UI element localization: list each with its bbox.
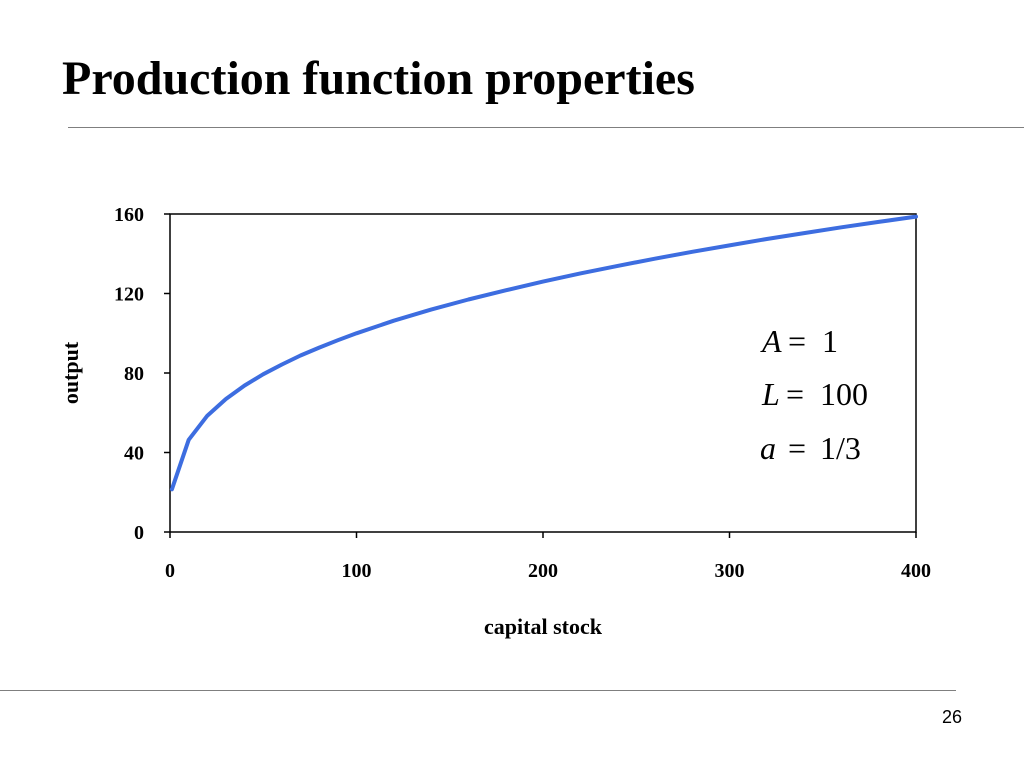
- param-A: A = 1: [760, 323, 838, 359]
- param-L-symbol: L: [761, 376, 780, 412]
- x-tick-label: 0: [165, 560, 175, 582]
- parameter-annotations: A = 1 L = 100 a = 1/3: [760, 323, 868, 466]
- param-L-equals: =: [786, 376, 804, 412]
- param-L-value: 100: [820, 376, 868, 412]
- param-A-equals: =: [788, 323, 806, 359]
- page-number: 26: [941, 707, 962, 727]
- param-a-symbol: a: [760, 430, 776, 466]
- param-a-equals: =: [788, 430, 806, 466]
- y-tick-label: 0: [134, 522, 144, 544]
- param-a-value: 1/3: [820, 430, 861, 466]
- param-L: L = 100: [761, 376, 868, 412]
- output-curve: [169, 214, 918, 492]
- plot-area-frame: [169, 213, 917, 533]
- y-axis-label: output: [58, 341, 83, 404]
- x-tick-label: 200: [528, 560, 558, 582]
- x-axis: 0 100 200 300 400: [165, 532, 931, 582]
- x-tick-label: 400: [901, 560, 931, 582]
- y-axis: 0 40 80 120 160: [114, 204, 170, 544]
- param-a: a = 1/3: [760, 430, 861, 466]
- y-tick-label: 80: [124, 363, 144, 385]
- y-tick-label: 120: [114, 284, 144, 306]
- slide-title: Production function properties: [62, 52, 695, 105]
- param-A-symbol: A: [760, 323, 782, 359]
- x-tick-label: 100: [342, 560, 372, 582]
- param-A-value: 1: [822, 323, 838, 359]
- y-tick-label: 40: [124, 443, 144, 465]
- y-tick-label: 160: [114, 204, 144, 226]
- footer-divider: [0, 690, 956, 691]
- x-axis-label: capital stock: [484, 614, 603, 639]
- title-divider: [68, 127, 1024, 128]
- x-tick-label: 300: [715, 560, 745, 582]
